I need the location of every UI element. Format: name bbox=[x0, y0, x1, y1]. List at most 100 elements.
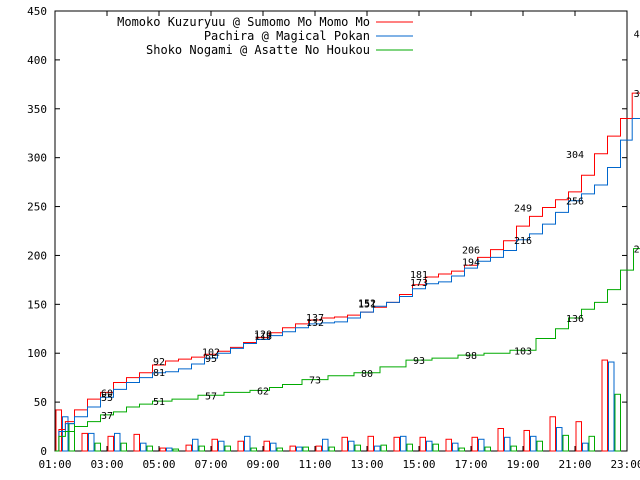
y-tick-label: 0 bbox=[40, 445, 47, 458]
hourly-bar bbox=[185, 444, 192, 452]
hourly-bar bbox=[380, 444, 387, 452]
hourly-bar bbox=[484, 446, 491, 452]
series-line bbox=[55, 92, 640, 452]
point-value-label: 216 bbox=[514, 236, 532, 247]
hourly-bar bbox=[270, 442, 277, 452]
hourly-bar bbox=[322, 438, 329, 452]
point-value-label: 304 bbox=[566, 150, 584, 161]
point-value-label: 118 bbox=[254, 332, 272, 343]
point-value-label: 151 bbox=[358, 299, 376, 310]
hourly-bars bbox=[55, 359, 621, 452]
x-tick-label: 11:00 bbox=[298, 458, 331, 471]
series-line bbox=[55, 118, 640, 452]
legend-label: Shoko Nogami @ Asatte No Houkou bbox=[146, 43, 370, 57]
point-value-label: 60 bbox=[101, 388, 113, 399]
hourly-bar bbox=[146, 445, 153, 452]
point-value-label: 37 bbox=[101, 411, 113, 422]
hourly-bar bbox=[296, 446, 303, 452]
hourly-bar bbox=[198, 445, 205, 452]
hourly-bar bbox=[140, 442, 147, 452]
hourly-bar bbox=[133, 433, 140, 452]
hourly-bar bbox=[114, 432, 121, 452]
point-value-label: 194 bbox=[462, 257, 480, 268]
hourly-bar bbox=[400, 435, 407, 452]
point-value-label: 137 bbox=[306, 313, 324, 324]
hourly-bar bbox=[562, 434, 569, 452]
hourly-bar bbox=[614, 393, 621, 452]
point-value-label: 55 bbox=[101, 393, 113, 404]
point-value-label: 207 bbox=[634, 245, 640, 256]
hourly-bar bbox=[556, 427, 563, 452]
hourly-bar bbox=[582, 442, 589, 452]
x-tick-label: 13:00 bbox=[350, 458, 383, 471]
hourly-bar bbox=[367, 435, 374, 452]
hourly-bar bbox=[250, 447, 257, 452]
y-tick-label: 350 bbox=[27, 103, 47, 116]
x-tick-label: 03:00 bbox=[90, 458, 123, 471]
hourly-bar bbox=[62, 416, 69, 452]
y-tick-label: 150 bbox=[27, 298, 47, 311]
point-value-label: 136 bbox=[566, 314, 584, 325]
hourly-bar bbox=[354, 444, 361, 452]
x-tick-label: 09:00 bbox=[246, 458, 279, 471]
point-value-label: 73 bbox=[309, 376, 321, 387]
hourly-bar bbox=[94, 442, 101, 452]
hourly-bar bbox=[224, 445, 231, 452]
hourly-bar bbox=[120, 442, 127, 452]
point-value-label: 206 bbox=[462, 246, 480, 257]
hourly-bar bbox=[478, 438, 485, 452]
hourly-bar bbox=[218, 440, 225, 452]
point-value-label: 81 bbox=[153, 368, 165, 379]
point-value-label: 181 bbox=[410, 270, 428, 281]
hourly-bar bbox=[172, 448, 179, 452]
x-tick-label: 05:00 bbox=[142, 458, 175, 471]
hourly-bar bbox=[406, 443, 413, 452]
hourly-bar bbox=[81, 432, 88, 452]
point-value-label: 103 bbox=[514, 346, 532, 357]
hourly-bar bbox=[471, 436, 478, 452]
hourly-bar bbox=[244, 435, 251, 452]
point-value-label: 80 bbox=[361, 369, 373, 380]
hourly-bar bbox=[608, 361, 615, 452]
point-value-label: 95 bbox=[205, 354, 217, 365]
hourly-bar bbox=[452, 442, 459, 452]
point-labels: 60 92 102 120 137 151 181 206 249 304 427 55 81 95 118… bbox=[101, 29, 640, 421]
hourly-bar bbox=[289, 445, 296, 452]
y-tick-label: 450 bbox=[27, 5, 47, 18]
hourly-bar bbox=[393, 436, 400, 452]
hourly-bar bbox=[166, 447, 173, 452]
plot-frame bbox=[54, 10, 628, 452]
point-value-label: 132 bbox=[306, 318, 324, 329]
y-axis: 0 50 100 150 200 250 300 350 400 450 bbox=[27, 5, 627, 458]
x-tick-label: 01:00 bbox=[38, 458, 71, 471]
x-tick-label: 19:00 bbox=[506, 458, 539, 471]
hourly-bar bbox=[374, 445, 381, 452]
y-tick-label: 200 bbox=[27, 249, 47, 262]
hourly-bar bbox=[237, 440, 244, 452]
x-axis: 01:00 03:00 05:00 07:00 09:00 11:00 13:00 15:00… bbox=[38, 11, 640, 471]
x-tick-label: 07:00 bbox=[194, 458, 227, 471]
point-value-label: 120 bbox=[254, 330, 272, 341]
legend-label: Momoko Kuzuryuu @ Sumomo Mo Momo Mo bbox=[117, 15, 370, 29]
x-tick-label: 15:00 bbox=[402, 458, 435, 471]
hourly-bar bbox=[263, 440, 270, 452]
x-tick-label: 17:00 bbox=[454, 458, 487, 471]
point-value-label: 366 bbox=[634, 89, 640, 100]
hourly-bar bbox=[523, 429, 530, 452]
hourly-bar bbox=[88, 432, 95, 452]
hourly-bar bbox=[68, 423, 75, 452]
hourly-bar bbox=[504, 436, 511, 452]
hourly-bar bbox=[419, 436, 426, 452]
legend: Momoko Kuzuryuu @ Sumomo Mo Momo MoPachi… bbox=[117, 15, 413, 57]
hourly-bar bbox=[530, 435, 537, 452]
point-value-label: 152 bbox=[358, 298, 376, 309]
x-tick-label: 21:00 bbox=[558, 458, 591, 471]
hourly-bar bbox=[588, 435, 595, 452]
hourly-bar bbox=[575, 421, 582, 452]
point-value-label: 98 bbox=[465, 351, 477, 362]
point-value-label: 62 bbox=[257, 386, 269, 397]
point-value-label: 92 bbox=[153, 357, 165, 368]
x-tick-label: 23:00 bbox=[610, 458, 640, 471]
hourly-bar bbox=[497, 428, 504, 452]
